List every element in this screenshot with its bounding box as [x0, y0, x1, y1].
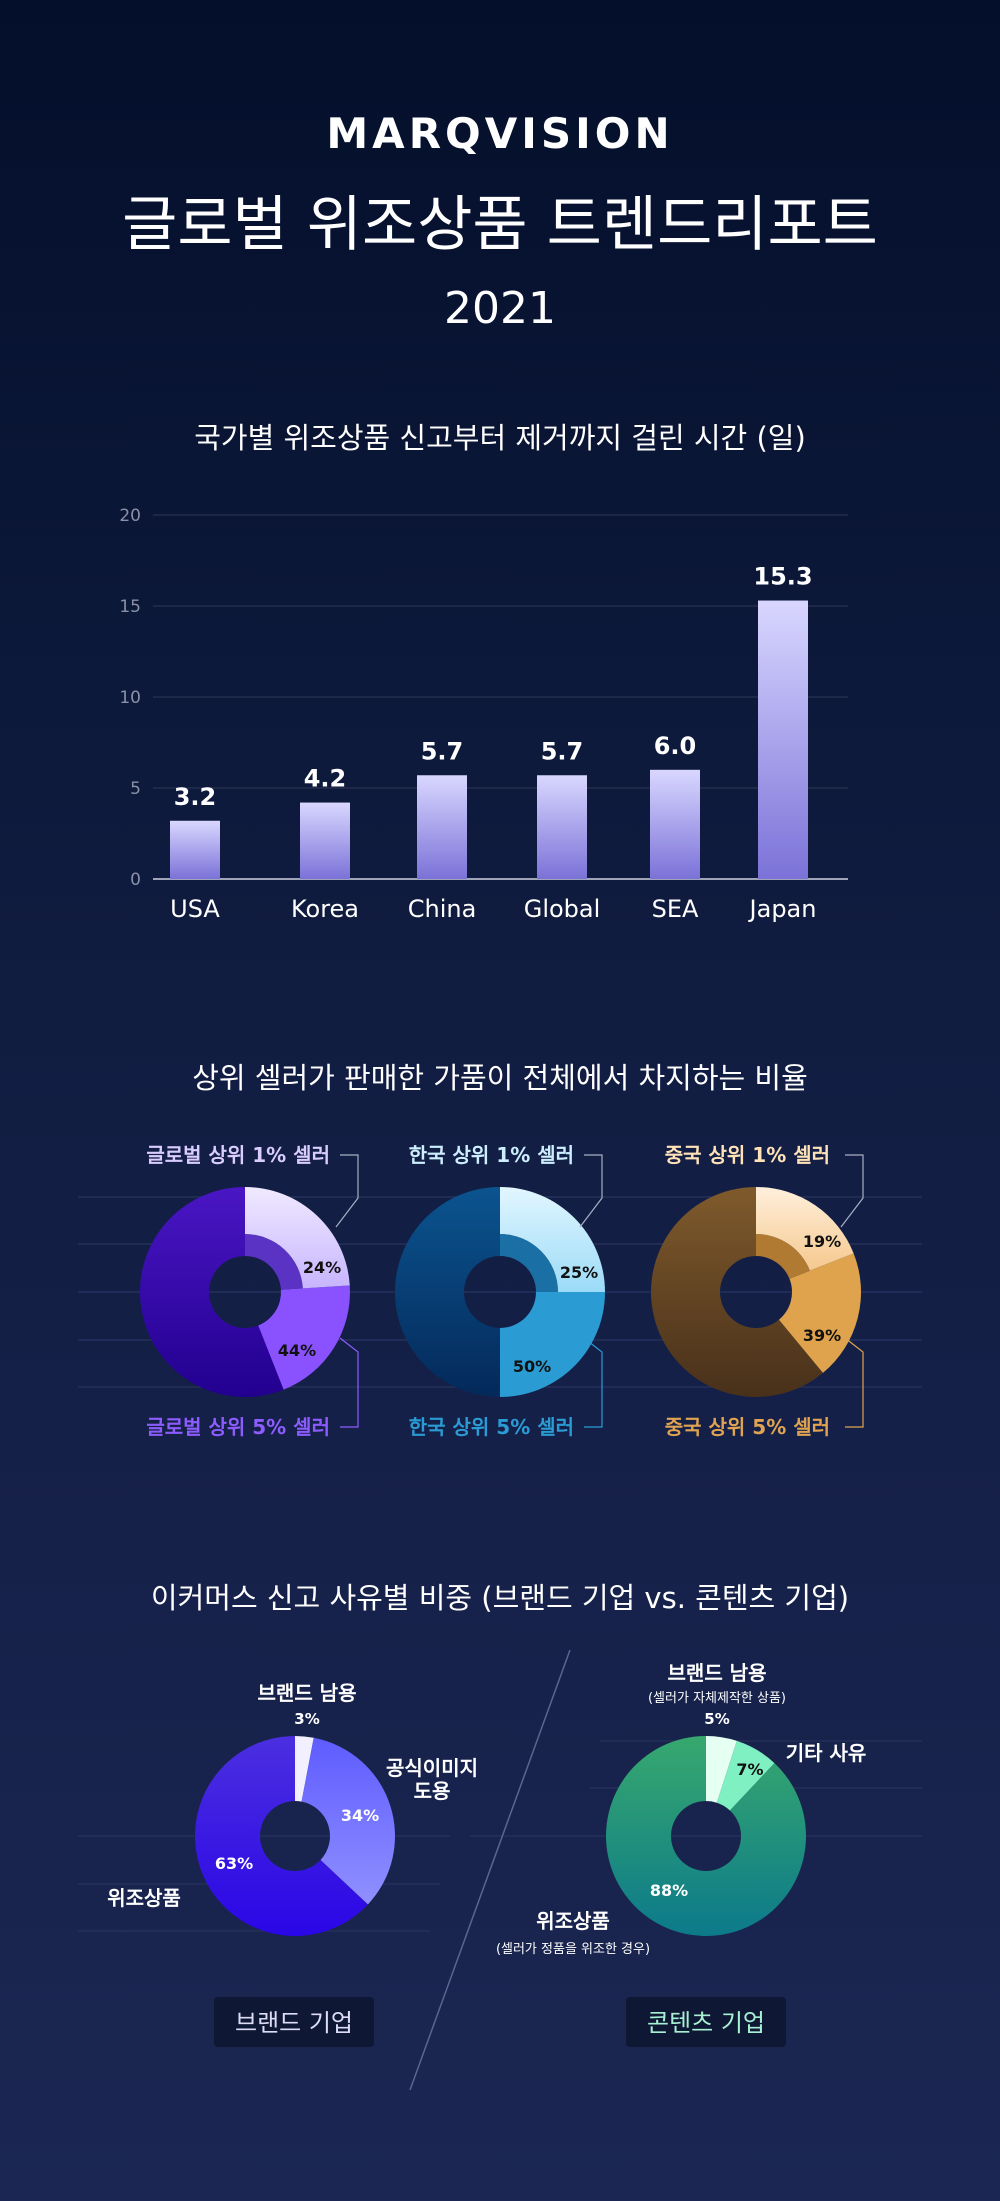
slice-top5 [778, 1253, 862, 1373]
top5-label: 중국 상위 5% 셀러 [665, 1415, 830, 1439]
bar-value-label: 15.3 [753, 563, 812, 591]
slice-others [140, 1187, 284, 1397]
top5-percent: 39% [803, 1326, 841, 1345]
top1-percent: 25% [560, 1263, 598, 1282]
x-category-label: USA [170, 895, 220, 923]
bar-value-label: 6.0 [654, 732, 697, 760]
bar-korea [300, 802, 350, 879]
brand-logo: MARQVISION [326, 109, 673, 158]
slice-top5 [258, 1285, 350, 1390]
slice [706, 1736, 737, 1803]
top1-label: 한국 상위 1% 셀러 [409, 1143, 574, 1167]
x-category-label: Korea [291, 895, 359, 923]
slice [301, 1737, 395, 1905]
slice [295, 1736, 314, 1802]
slice-value-image-theft: 34% [341, 1806, 379, 1825]
slice-top1 [756, 1187, 854, 1271]
top1-label: 글로벌 상위 1% 셀러 [146, 1143, 330, 1167]
bar-value-label: 4.2 [304, 765, 347, 793]
bar-value-label: 5.7 [541, 737, 584, 765]
brand-company-label: 브랜드 기업 [235, 2009, 353, 2037]
slice-note-counterfeit: (셀러가 정품을 위조한 경우) [496, 1942, 650, 1957]
slice-others [651, 1187, 823, 1398]
bar-value-label: 3.2 [174, 783, 217, 811]
reason-section-title: 이커머스 신고 사유별 비중 (브랜드 기업 vs. 콘텐츠 기업) [151, 1581, 849, 1615]
x-category-label: SEA [652, 895, 699, 923]
y-tick-label: 5 [130, 779, 141, 799]
slice-label-brand-abuse: 브랜드 남용 [258, 1681, 357, 1705]
bar-usa [170, 820, 220, 879]
slice-others [394, 1187, 500, 1397]
slice-value-brand-abuse: 5% [704, 1710, 729, 1728]
slice-label-image-theft: 공식이미지 [386, 1756, 478, 1780]
slice-shadow-band [756, 1234, 810, 1279]
bar-value-label: 5.7 [421, 737, 464, 765]
slice-label-other: 기타 사유 [786, 1741, 867, 1765]
donut-chart [605, 1736, 806, 1936]
bar-chart-title: 국가별 위조상품 신고부터 제거까지 걸린 시간 (일) [194, 421, 806, 455]
connector-line [840, 1154, 864, 1228]
donut-chart [195, 1736, 395, 1936]
y-tick-label: 0 [130, 870, 141, 890]
bar-global [537, 775, 587, 879]
report-year: 2021 [444, 283, 556, 334]
slice-value-counterfeit: 63% [215, 1854, 253, 1873]
slice-top1 [245, 1187, 350, 1289]
content-company-label: 콘텐츠 기업 [647, 2009, 765, 2037]
connector-line [335, 1154, 359, 1228]
slice-label-counterfeit: 위조상품 [107, 1886, 181, 1910]
connector-line [844, 1337, 864, 1428]
top5-percent: 44% [278, 1341, 316, 1360]
slice-value-other: 7% [736, 1760, 763, 1779]
bar-china [417, 775, 467, 879]
y-tick-label: 15 [119, 597, 141, 617]
y-tick-label: 20 [119, 506, 141, 526]
reason-donuts [195, 1736, 806, 1936]
slice-top1 [500, 1187, 605, 1292]
slice-label-image-theft-2: 도용 [414, 1779, 451, 1803]
top5-label: 한국 상위 5% 셀러 [409, 1415, 574, 1439]
slice-label-counterfeit: 위조상품 [536, 1909, 610, 1933]
connector-line [339, 1337, 359, 1428]
top1-percent: 24% [303, 1258, 341, 1277]
x-category-label: Global [524, 895, 601, 923]
slice-value-counterfeit: 88% [650, 1881, 688, 1900]
content-company-tag: 콘텐츠 기업 [626, 1997, 786, 2047]
slice [716, 1740, 775, 1811]
top1-percent: 19% [803, 1232, 841, 1251]
connector-line [579, 1154, 603, 1228]
slice-shadow-band [245, 1234, 303, 1290]
slice-shadow-band [500, 1234, 558, 1292]
bar-chart: 0 5 10 15 20 3.2 USA 4.2 Korea 5.7 China 5.7 Global 6… [119, 506, 848, 923]
slice-note-brand-abuse: (셀러가 자체제작한 상품) [648, 1691, 786, 1706]
slice-value-brand-abuse: 3% [294, 1710, 319, 1728]
slice-top5 [500, 1292, 605, 1397]
page-title: 글로벌 위조상품 트렌드리포트 [122, 190, 878, 260]
slice-label-brand-abuse: 브랜드 남용 [668, 1661, 767, 1685]
brand-company-tag: 브랜드 기업 [214, 1997, 374, 2047]
connector-line [583, 1337, 603, 1428]
divider-line [409, 1649, 571, 2091]
bar-japan [758, 600, 808, 879]
x-category-label: Japan [748, 895, 817, 923]
slice [605, 1736, 806, 1936]
y-tick-label: 10 [119, 688, 141, 708]
slice [195, 1736, 368, 1936]
donut-section-title: 상위 셀러가 판매한 가품이 전체에서 차지하는 비율 [192, 1061, 808, 1095]
x-category-label: China [408, 895, 477, 923]
bar-sea [650, 769, 700, 879]
top1-label: 중국 상위 1% 셀러 [665, 1143, 830, 1167]
top5-label: 글로벌 상위 5% 셀러 [146, 1415, 330, 1439]
top5-percent: 50% [513, 1357, 551, 1376]
